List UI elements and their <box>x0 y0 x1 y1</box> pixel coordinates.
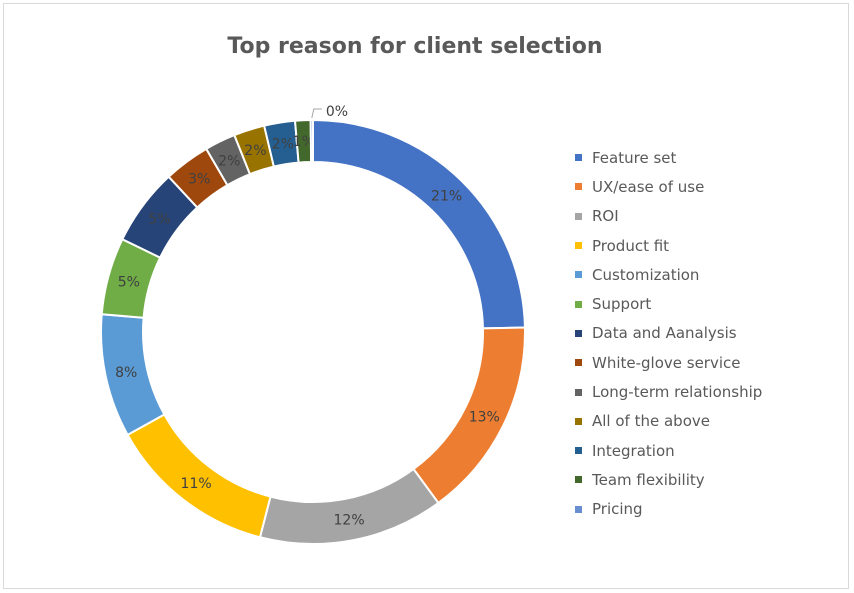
legend-item-7: White-glove service <box>575 348 762 377</box>
legend-label: Product fit <box>592 236 670 255</box>
legend-swatch <box>575 212 582 220</box>
chart-title: Top reason for client selection <box>227 34 603 59</box>
legend-item-0: Feature set <box>575 143 762 172</box>
legend-swatch <box>575 242 582 250</box>
legend-item-10: Integration <box>575 436 762 465</box>
legend-swatch <box>575 447 582 455</box>
data-label-4: 8% <box>115 365 137 381</box>
legend-item-1: UX/ease of use <box>575 172 762 201</box>
legend-item-2: ROI <box>575 202 762 231</box>
legend-swatch <box>575 329 582 337</box>
chart-legend: Feature set UX/ease of use ROI Product fit C… <box>575 143 762 524</box>
legend-item-5: Support <box>575 289 762 318</box>
data-label-3: 11% <box>181 476 212 492</box>
leader-line-12 <box>311 108 322 119</box>
legend-item-6: Data and Aanalysis <box>575 319 762 348</box>
legend-label: Integration <box>592 441 675 460</box>
data-label-2: 12% <box>334 513 365 529</box>
data-label-11: 1% <box>293 134 315 150</box>
slice-12 <box>309 118 314 164</box>
legend-item-9: All of the above <box>575 407 762 436</box>
legend-item-4: Customization <box>575 260 762 289</box>
legend-label: Long-term relationship <box>592 383 763 402</box>
legend-item-8: Long-term relationship <box>575 377 762 406</box>
slice-0 <box>312 118 526 330</box>
legend-swatch <box>575 300 582 308</box>
legend-label: Pricing <box>592 500 643 519</box>
data-label-1: 13% <box>469 410 500 426</box>
legend-label: Data and Aanalysis <box>592 324 737 343</box>
data-label-9: 2% <box>244 143 266 159</box>
legend-label: Feature set <box>592 148 677 167</box>
legend-swatch <box>575 388 582 396</box>
legend-item-11: Team flexibility <box>575 465 762 494</box>
legend-label: Customization <box>592 265 700 284</box>
slice-2 <box>258 467 440 545</box>
legend-swatch <box>575 271 582 279</box>
legend-swatch <box>575 359 582 367</box>
data-label-0: 21% <box>431 189 462 205</box>
legend-swatch <box>575 417 582 425</box>
legend-label: Support <box>592 295 652 314</box>
data-label-5: 5% <box>118 274 140 290</box>
data-label-8: 2% <box>218 153 240 169</box>
legend-label: UX/ease of use <box>592 177 705 196</box>
data-label-12: 0% <box>326 104 348 120</box>
legend-item-12: Pricing <box>575 495 762 524</box>
legend-label: ROI <box>592 207 619 226</box>
legend-swatch <box>575 476 582 484</box>
legend-swatch <box>575 154 582 162</box>
legend-label: All of the above <box>592 412 710 431</box>
legend-label: Team flexibility <box>592 470 705 489</box>
data-label-6: 5% <box>148 211 170 227</box>
legend-swatch <box>575 505 582 513</box>
data-label-10: 2% <box>272 136 294 152</box>
legend-item-3: Product fit <box>575 231 762 260</box>
data-label-7: 3% <box>188 172 210 188</box>
legend-swatch <box>575 183 582 191</box>
legend-label: White-glove service <box>592 353 741 372</box>
